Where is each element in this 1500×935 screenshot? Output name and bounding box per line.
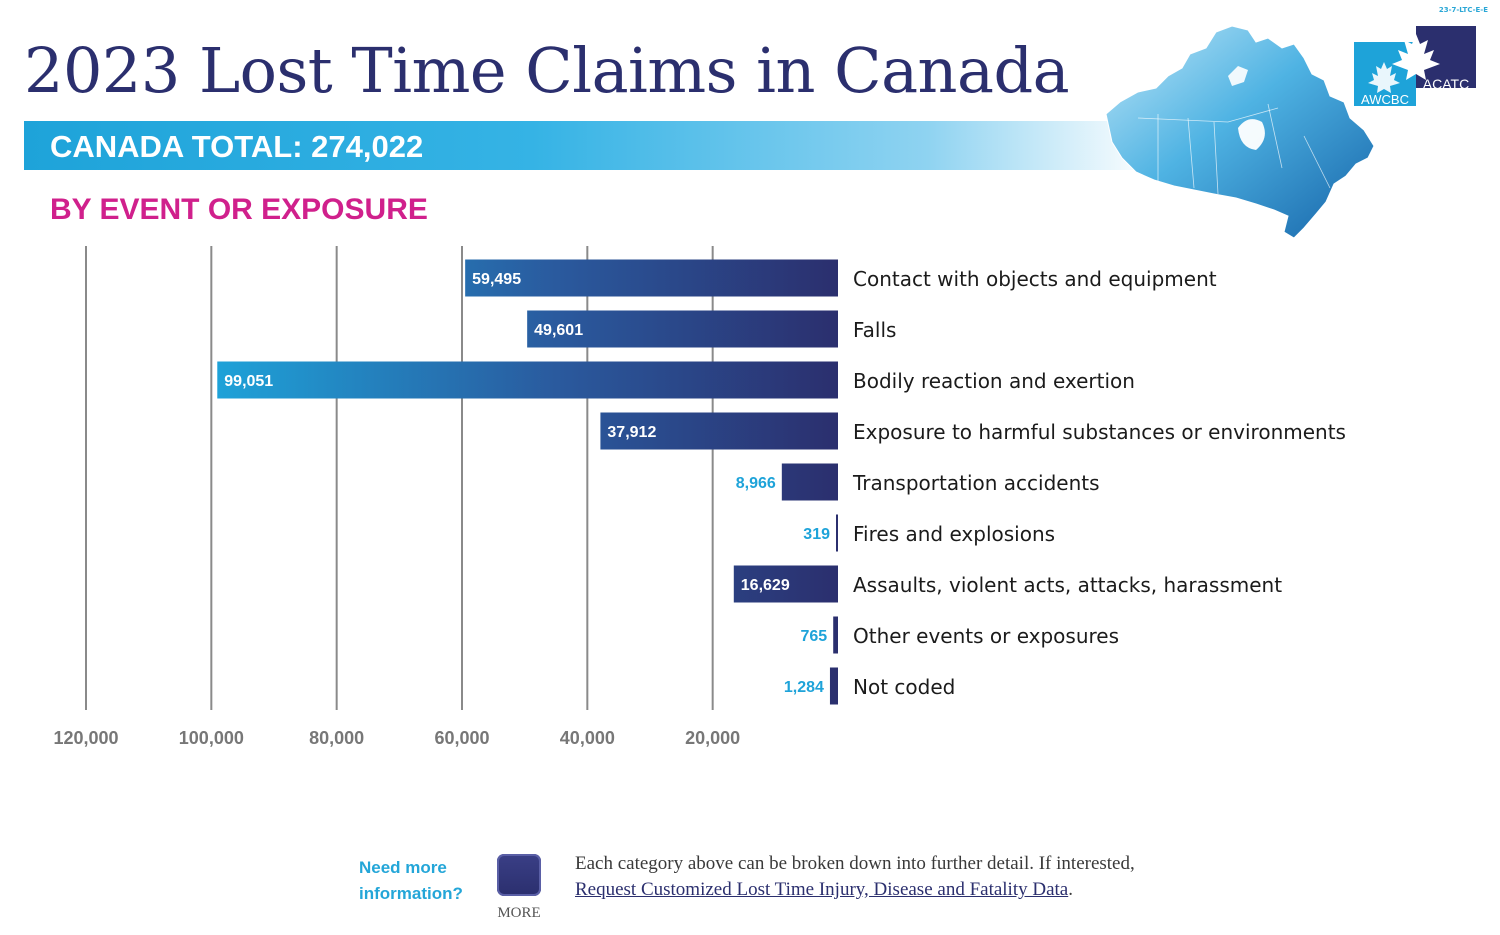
- document-code: 23-7-LTC-E-E: [1438, 6, 1488, 14]
- x-tick-label: 20,000: [685, 728, 740, 748]
- x-tick-label: 80,000: [309, 728, 364, 748]
- need-more-line2: information?: [359, 884, 463, 903]
- bar-value-label: 99,051: [224, 373, 273, 390]
- maple-leaf-logo-icon: ACATC AWCBC: [1354, 26, 1476, 107]
- bar: [465, 259, 838, 297]
- footer-note-suffix: .: [1068, 879, 1073, 900]
- canada-map-icon: [1105, 25, 1375, 239]
- bar: [836, 514, 838, 552]
- bar: [600, 412, 838, 450]
- more-button-label: MORE: [497, 905, 541, 921]
- category-label: Transportation accidents: [852, 471, 1100, 495]
- footer-note-line2: Request Customized Lost Time Injury, Dis…: [575, 877, 1135, 903]
- canada-map: [1098, 18, 1388, 250]
- bar-value-label: 37,912: [607, 424, 656, 441]
- category-label: Fires and explosions: [853, 522, 1055, 546]
- need-more-line1: Need more: [359, 858, 447, 877]
- bar-value-label: 16,629: [741, 577, 790, 594]
- bar: [733, 565, 838, 603]
- category-label: Falls: [853, 318, 896, 342]
- category-label: Bodily reaction and exertion: [853, 369, 1135, 393]
- page-title: 2023 Lost Time Claims in Canada: [24, 34, 1070, 107]
- total-banner: CANADA TOTAL: 274,022: [24, 121, 1154, 170]
- x-tick-label: 120,000: [53, 728, 118, 748]
- logo-text-awcbc: AWCBC: [1361, 92, 1409, 106]
- need-more-info: Need more information?: [359, 855, 463, 907]
- category-label: Contact with objects and equipment: [853, 267, 1217, 291]
- bar-value-label: 59,495: [472, 271, 521, 288]
- awcbc-logo: ACATC AWCBC: [1354, 26, 1478, 107]
- x-tick-label: 100,000: [179, 728, 244, 748]
- category-label: Other events or exposures: [853, 624, 1119, 648]
- bar-value-label: 765: [801, 628, 828, 645]
- bar-value-label: 319: [803, 526, 830, 543]
- bar: [781, 463, 838, 501]
- x-tick-label: 40,000: [560, 728, 615, 748]
- category-label: Assaults, violent acts, attacks, harassm…: [853, 573, 1282, 597]
- bar: [217, 361, 838, 399]
- category-label: Exposure to harmful substances or enviro…: [853, 420, 1346, 444]
- event-exposure-bar-chart: 120,000 100,000 80,000 60,000 40,000 20,000 59…: [53, 246, 1346, 748]
- section-heading: BY EVENT OR EXPOSURE: [50, 193, 428, 226]
- bar: [527, 310, 838, 348]
- logo-text-acatc: ACATC: [1423, 76, 1469, 92]
- bar-value-label: 49,601: [534, 322, 583, 339]
- footer-note: Each category above can be broken down i…: [575, 851, 1135, 903]
- footer-note-line1: Each category above can be broken down i…: [575, 853, 1135, 874]
- bar: [829, 667, 838, 705]
- canada-total: CANADA TOTAL: 274,022: [50, 129, 424, 164]
- bar-value-label: 1,284: [784, 679, 824, 696]
- category-label: Not coded: [853, 675, 955, 699]
- bar-value-label: 8,966: [736, 475, 776, 492]
- more-button[interactable]: [497, 854, 541, 896]
- request-data-link[interactable]: Request Customized Lost Time Injury, Dis…: [575, 879, 1069, 900]
- x-tick-label: 60,000: [434, 728, 489, 748]
- bar: [833, 616, 838, 654]
